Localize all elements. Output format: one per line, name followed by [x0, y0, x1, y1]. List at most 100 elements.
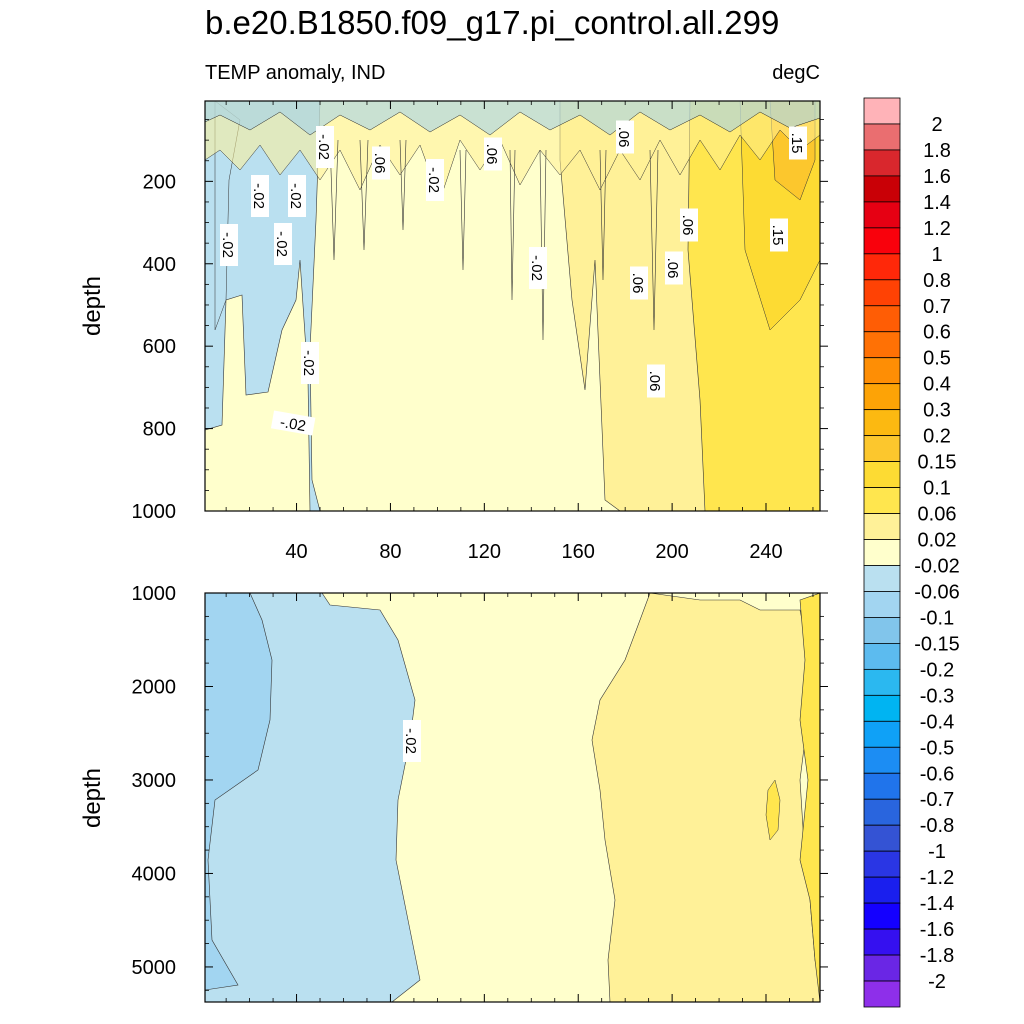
- upper-x-tick-label: 160: [562, 541, 595, 563]
- colorbar-level-label: -0.3: [920, 685, 954, 707]
- upper-contour-label: -.02: [273, 223, 292, 265]
- svg-text:-.02: -.02: [287, 183, 304, 209]
- upper-contour-label: .06: [664, 251, 683, 285]
- colorbar-swatch: [863, 357, 901, 385]
- colorbar-swatch: [863, 565, 901, 592]
- upper-contour-label: .06: [615, 120, 634, 154]
- colorbar-swatch: [863, 643, 901, 670]
- colorbar-level-label: 0.02: [918, 530, 957, 552]
- colorbar-level-label: 1.8: [923, 140, 951, 162]
- svg-text:.15: .15: [788, 133, 805, 154]
- svg-text:.06: .06: [679, 215, 696, 236]
- upper-contour-label: .15: [769, 218, 788, 252]
- colorbar-swatch: [863, 539, 901, 566]
- svg-text:-.02: -.02: [250, 183, 267, 209]
- colorbar-level-label: 0.7: [923, 296, 951, 318]
- colorbar-swatch: [863, 149, 901, 177]
- colorbar-level-label: -1.8: [920, 945, 954, 967]
- colorbar-swatch: [863, 668, 901, 696]
- svg-text:-.02: -.02: [273, 231, 290, 257]
- colorbar-swatch: [863, 461, 901, 488]
- upper-contour-label: -.02: [250, 175, 269, 217]
- upper-y-tick-label: 400: [143, 254, 176, 276]
- colorbar-level-label: 1: [931, 244, 942, 266]
- svg-text:.06: .06: [646, 371, 663, 392]
- upper-x-tick-label: 240: [749, 541, 782, 563]
- colorbar-level-label: 0.1: [923, 478, 951, 500]
- colorbar-swatch: [863, 928, 901, 956]
- colorbar-swatch: [863, 279, 901, 307]
- colorbar-level-label: -1.6: [920, 919, 954, 941]
- colorbar-level-label: -0.06: [914, 581, 960, 603]
- colorbar-swatch: [863, 123, 901, 151]
- subtitle-variable: TEMP anomaly, IND: [205, 62, 386, 84]
- colorbar-swatch: [863, 513, 901, 540]
- colorbar-level-label: 1.4: [923, 192, 951, 214]
- colorbar-swatch: [863, 824, 901, 852]
- colorbar-level-label: -0.1: [920, 607, 954, 629]
- colorbar-swatch: [863, 97, 901, 125]
- chart-title: b.e20.B1850.f09_g17.pi_control.all.299: [205, 4, 780, 41]
- colorbar-level-label: -0.4: [920, 711, 954, 733]
- lower-panel-fill: [205, 593, 820, 1002]
- colorbar-swatch: [863, 720, 901, 748]
- upper-contour-label: -.02: [287, 175, 306, 217]
- colorbar-level-label: -0.7: [920, 789, 954, 811]
- lower-y-tick-label: 2000: [132, 676, 177, 698]
- upper-y-tick-label: 600: [143, 336, 176, 358]
- svg-text:-.02: -.02: [300, 350, 317, 376]
- colorbar-swatch: [863, 746, 901, 774]
- lower-y-tick-label: 5000: [132, 957, 177, 979]
- colorbar-swatch: [863, 980, 901, 1008]
- upper-x-tick-label: 40: [285, 541, 307, 563]
- colorbar-level-label: 1.2: [923, 218, 951, 240]
- colorbar-swatch: [863, 617, 901, 644]
- colorbar-level-label: 0.15: [918, 452, 957, 474]
- lower-y-tick-label: 4000: [132, 863, 177, 885]
- upper-y-tick-label: 800: [143, 419, 176, 441]
- colorbar-level-label: 0.2: [923, 426, 951, 448]
- upper-x-tick-label: 200: [655, 541, 688, 563]
- svg-text:.15: .15: [769, 225, 786, 246]
- colorbar-swatch: [863, 227, 901, 255]
- colorbar-level-label: 0.4: [923, 374, 951, 396]
- upper-y-tick-label: 1000: [132, 501, 177, 523]
- colorbar-level-label: -0.15: [914, 633, 960, 655]
- subtitle-units: degC: [772, 62, 820, 84]
- colorbar-swatch: [863, 383, 901, 411]
- colorbar-swatch: [863, 175, 901, 203]
- colorbar-swatch: [863, 409, 901, 437]
- lower-y-tick-label: 1000: [132, 583, 177, 605]
- svg-text:-.02: -.02: [425, 167, 442, 193]
- upper-contour-label: .15: [788, 126, 807, 160]
- colorbar-swatch: [863, 876, 901, 904]
- upper-contour-label: -.02: [528, 247, 547, 289]
- upper-y-axis-title: depth: [79, 276, 106, 336]
- colorbar-swatch: [863, 772, 901, 800]
- upper-contour-label: -.02: [270, 410, 316, 436]
- colorbar-level-label: -0.6: [920, 763, 954, 785]
- colorbar-level-label: -0.2: [920, 659, 954, 681]
- svg-text:-.02: -.02: [219, 232, 236, 258]
- colorbar-level-label: -1.4: [920, 893, 954, 915]
- colorbar-level-label: -1.2: [920, 867, 954, 889]
- colorbar-level-label: 0.3: [923, 400, 951, 422]
- upper-contour-label: -.02: [219, 224, 238, 266]
- colorbar-level-label: -0.8: [920, 815, 954, 837]
- colorbar-level-label: 0.06: [918, 504, 957, 526]
- colorbar-level-label: -1: [928, 841, 946, 863]
- colorbar-level-label: 1.6: [923, 166, 951, 188]
- upper-contour-label: -.02: [315, 126, 334, 168]
- upper-panel-frame: [204, 100, 821, 512]
- svg-text:.06: .06: [483, 144, 500, 165]
- colorbar-level-label: 0.8: [923, 270, 951, 292]
- lower-panel-frame: [204, 592, 821, 1003]
- lower-y-tick-label: 3000: [132, 770, 177, 792]
- svg-text:.06: .06: [629, 273, 646, 294]
- lower-contour-label: -.02: [402, 720, 421, 762]
- colorbar-swatch: [863, 798, 901, 826]
- svg-text:-.02: -.02: [279, 414, 307, 435]
- svg-text:.06: .06: [371, 153, 388, 174]
- colorbar-swatch: [863, 253, 901, 281]
